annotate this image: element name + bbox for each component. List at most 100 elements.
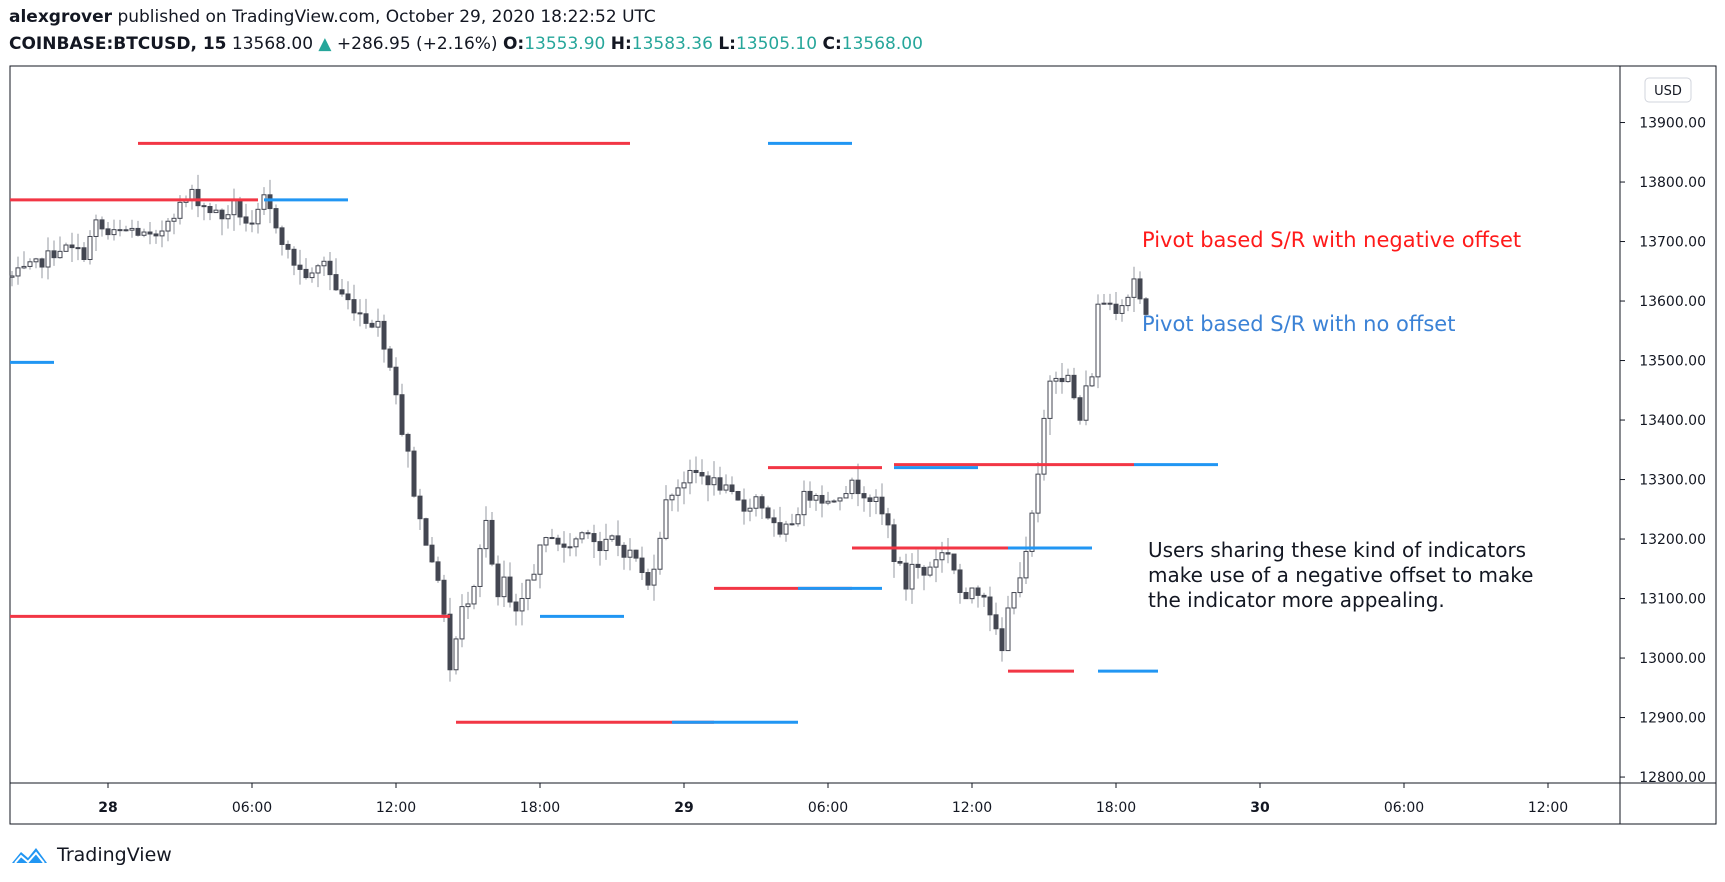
candle-body-down (447, 613, 453, 671)
candle-body-down (765, 507, 771, 519)
candle (657, 531, 663, 575)
candle-body-up (1011, 592, 1017, 609)
symbol-label[interactable]: COINBASE:BTCUSD, 15 (9, 34, 227, 54)
candle (105, 221, 111, 240)
candle-body-up (579, 532, 585, 540)
candle-body-down (285, 243, 291, 250)
candle (1119, 299, 1125, 322)
candle (735, 490, 741, 501)
candle-body-down (441, 579, 447, 615)
candle-body-down (717, 477, 723, 491)
y-tick-label: 13200.00 (1639, 532, 1706, 548)
y-tick-label: 12900.00 (1639, 711, 1706, 727)
candle-body-down (393, 366, 399, 396)
candle (363, 298, 369, 329)
candle-body-down (993, 614, 999, 630)
annotation-note-line-3: the indicator more appealing. (1148, 588, 1445, 612)
candle-body-down (999, 628, 1005, 652)
candle-body-down (891, 524, 897, 563)
candle (267, 179, 273, 224)
candle (945, 537, 951, 564)
candle (1077, 395, 1083, 425)
candle (273, 204, 279, 234)
candle-body-up (129, 227, 135, 231)
candle-body-up (483, 519, 489, 550)
tradingview-brand[interactable]: TradingView (9, 843, 172, 867)
candle (687, 459, 693, 495)
candle-body-up (543, 537, 549, 546)
candle (615, 520, 621, 557)
candle (339, 278, 345, 297)
candle (219, 208, 225, 236)
candle-body-up (813, 494, 819, 501)
candle-body-down (963, 591, 969, 600)
low-label: L: (718, 34, 736, 54)
candle-body-down (417, 495, 423, 520)
candle (63, 242, 69, 252)
candle-body-up (1023, 550, 1029, 579)
x-tick-label: 12:00 (952, 800, 992, 816)
currency-badge[interactable]: USD (1644, 77, 1692, 103)
candle (693, 456, 699, 484)
candle (807, 481, 813, 508)
candle-body-up (531, 573, 537, 581)
candle-body-down (105, 228, 111, 236)
candle (813, 493, 819, 511)
candle-body-up (471, 585, 477, 605)
candle-body-up (15, 267, 21, 277)
candle (957, 563, 963, 604)
candle-body-down (759, 496, 765, 509)
candle (159, 220, 165, 248)
candle-body-down (987, 596, 993, 616)
annotation-no-offset: Pivot based S/R with no offset (1142, 312, 1455, 336)
author-name[interactable]: alexgrover (9, 7, 113, 27)
candle (225, 205, 231, 229)
candle (147, 221, 153, 245)
candle (627, 538, 633, 571)
candle-body-down (387, 348, 393, 368)
candle (915, 549, 921, 579)
candle-body-down (1077, 397, 1083, 421)
candle-body-up (453, 638, 459, 671)
candle (495, 555, 501, 606)
candle (75, 233, 81, 261)
candle (531, 564, 537, 581)
candle-body-down (135, 227, 141, 236)
candle-body-down (147, 231, 153, 235)
candle (51, 240, 57, 266)
candle-body-up (843, 493, 849, 499)
candle-body-down (645, 572, 651, 586)
chart-frame (9, 65, 1717, 825)
candle (39, 257, 45, 279)
candle (111, 219, 117, 241)
candle-body-down (597, 541, 603, 552)
candle-body-up (873, 496, 879, 502)
annotation-note-line-2: make use of a negative offset to make (1148, 563, 1533, 587)
candle (243, 203, 249, 232)
candle (345, 281, 351, 310)
candle-body-down (399, 394, 405, 435)
candle-body-up (45, 250, 51, 268)
candle (795, 507, 801, 527)
candle-body-up (375, 320, 381, 328)
candle (789, 513, 795, 526)
candle-body-down (915, 563, 921, 568)
candle (999, 617, 1005, 662)
candle-body-up (1119, 305, 1125, 314)
candle-body-up (21, 265, 27, 269)
published-text: published on TradingView.com, October 29… (117, 7, 656, 27)
candle (597, 531, 603, 566)
candle (951, 553, 957, 575)
candle-body-down (81, 247, 87, 261)
candle (99, 216, 105, 237)
candle (291, 246, 297, 276)
candle-body-up (255, 208, 261, 225)
candle (1011, 592, 1017, 615)
candle-body-down (51, 250, 57, 259)
candle-body-down (153, 233, 159, 237)
candle (885, 507, 891, 539)
candle-body-down (327, 260, 333, 276)
candle-body-up (663, 499, 669, 539)
candle-body-up (1089, 376, 1095, 387)
